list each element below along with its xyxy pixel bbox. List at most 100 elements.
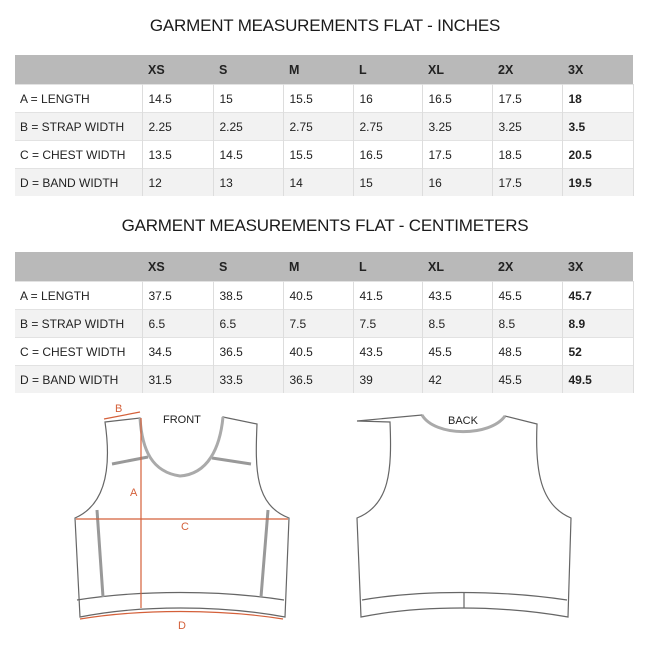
row-label: D = BAND WIDTH bbox=[15, 168, 143, 196]
row-label: D = BAND WIDTH bbox=[15, 365, 143, 393]
measure-label-a: A bbox=[130, 487, 138, 499]
table-cell: 43.5 bbox=[353, 337, 423, 366]
table-cell: 6.5 bbox=[213, 309, 284, 338]
table-cell: 7.5 bbox=[353, 309, 423, 338]
table-header-row: XS S M L XL 2X 3X bbox=[15, 252, 633, 282]
table-cell: 41.5 bbox=[353, 281, 423, 310]
column-header: 3X bbox=[562, 55, 633, 85]
row-label: B = STRAP WIDTH bbox=[15, 309, 143, 338]
column-header: S bbox=[213, 55, 283, 85]
table-cell: 16 bbox=[422, 168, 493, 196]
table-cell: 15 bbox=[353, 168, 423, 196]
table-row: B = STRAP WIDTH 6.5 6.5 7.5 7.5 8.5 8.5 8.9 bbox=[15, 309, 634, 338]
table-cell: 45.7 bbox=[562, 281, 634, 310]
table-cell: 14 bbox=[283, 168, 354, 196]
table-cell: 18 bbox=[562, 84, 634, 113]
inches-title: GARMENT MEASUREMENTS FLAT - INCHES bbox=[149, 16, 501, 35]
column-header: XS bbox=[142, 55, 213, 85]
table-row: A = LENGTH 14.5 15 15.5 16 16.5 17.5 18 bbox=[15, 84, 634, 113]
column-header: L bbox=[353, 55, 422, 85]
table-cell: 16.5 bbox=[422, 84, 493, 113]
table-cell: 37.5 bbox=[142, 281, 214, 310]
table-cell: 48.5 bbox=[492, 337, 563, 366]
table-cell: 19.5 bbox=[562, 168, 634, 196]
row-label: C = CHEST WIDTH bbox=[15, 140, 143, 169]
table-cell: 45.5 bbox=[422, 337, 493, 366]
inches-table: XS S M L XL 2X 3X A = LENGTH 14.5 15 15.5 16 16.5 17.… bbox=[15, 55, 634, 196]
row-label: A = LENGTH bbox=[15, 281, 143, 310]
centimeters-title: GARMENT MEASUREMENTS FLAT - CENTIMETERS bbox=[121, 216, 529, 235]
table-cell: 38.5 bbox=[213, 281, 284, 310]
column-header: 2X bbox=[492, 55, 562, 85]
measure-label-b: B bbox=[115, 403, 122, 415]
front-measurements bbox=[76, 411, 288, 620]
table-cell: 2.25 bbox=[142, 112, 214, 141]
table-cell: 40.5 bbox=[283, 281, 354, 310]
column-header bbox=[15, 55, 142, 85]
table-cell: 16 bbox=[353, 84, 423, 113]
column-header: XL bbox=[422, 252, 492, 282]
column-header: XS bbox=[142, 252, 213, 282]
measure-label-d: D bbox=[178, 620, 186, 632]
column-header: XL bbox=[422, 55, 492, 85]
table-cell: 16.5 bbox=[353, 140, 423, 169]
column-header: M bbox=[283, 55, 353, 85]
column-header bbox=[15, 252, 142, 282]
table-row: C = CHEST WIDTH 13.5 14.5 15.5 16.5 17.5 18.5 2… bbox=[15, 140, 634, 169]
table-cell: 2.75 bbox=[353, 112, 423, 141]
centimeters-table: XS S M L XL 2X 3X A = LENGTH 37.5 38.5 40.5 41.5 43.… bbox=[15, 252, 634, 393]
table-cell: 2.25 bbox=[213, 112, 284, 141]
back-garment bbox=[356, 414, 572, 618]
table-cell: 34.5 bbox=[142, 337, 214, 366]
column-header: S bbox=[213, 252, 283, 282]
front-garment bbox=[74, 416, 290, 618]
measure-label-c: C bbox=[181, 521, 189, 533]
table-cell: 13 bbox=[213, 168, 284, 196]
table-cell: 3.5 bbox=[562, 112, 634, 141]
table-cell: 52 bbox=[562, 337, 634, 366]
table-cell: 20.5 bbox=[562, 140, 634, 169]
table-cell: 45.5 bbox=[492, 365, 563, 393]
table-cell: 8.5 bbox=[492, 309, 563, 338]
table-row: B = STRAP WIDTH 2.25 2.25 2.75 2.75 3.25 3.25 3… bbox=[15, 112, 634, 141]
back-label: BACK bbox=[448, 415, 479, 427]
table-cell: 49.5 bbox=[562, 365, 634, 393]
table-cell: 33.5 bbox=[213, 365, 284, 393]
table-cell: 8.5 bbox=[422, 309, 493, 338]
table-cell: 13.5 bbox=[142, 140, 214, 169]
table-cell: 31.5 bbox=[142, 365, 214, 393]
table-cell: 17.5 bbox=[492, 84, 563, 113]
table-cell: 15.5 bbox=[283, 140, 354, 169]
column-header: M bbox=[283, 252, 353, 282]
table-row: C = CHEST WIDTH 34.5 36.5 40.5 43.5 45.5 48.5 5… bbox=[15, 337, 634, 366]
table-cell: 7.5 bbox=[283, 309, 354, 338]
table-row: D = BAND WIDTH 31.5 33.5 36.5 39 42 45.5 49.5 bbox=[15, 365, 634, 393]
table-cell: 43.5 bbox=[422, 281, 493, 310]
row-label: A = LENGTH bbox=[15, 84, 143, 113]
table-row: A = LENGTH 37.5 38.5 40.5 41.5 43.5 45.5 45.7 bbox=[15, 281, 634, 310]
table-cell: 14.5 bbox=[142, 84, 214, 113]
table-cell: 3.25 bbox=[492, 112, 563, 141]
table-cell: 3.25 bbox=[422, 112, 493, 141]
table-cell: 17.5 bbox=[422, 140, 493, 169]
table-header-row: XS S M L XL 2X 3X bbox=[15, 55, 633, 85]
row-label: B = STRAP WIDTH bbox=[15, 112, 143, 141]
table-cell: 36.5 bbox=[283, 365, 354, 393]
table-cell: 40.5 bbox=[283, 337, 354, 366]
table-cell: 17.5 bbox=[492, 168, 563, 196]
table-cell: 14.5 bbox=[213, 140, 284, 169]
column-header: 2X bbox=[492, 252, 562, 282]
table-cell: 2.75 bbox=[283, 112, 354, 141]
table-cell: 36.5 bbox=[213, 337, 284, 366]
table-cell: 12 bbox=[142, 168, 214, 196]
table-cell: 15 bbox=[213, 84, 284, 113]
table-cell: 15.5 bbox=[283, 84, 354, 113]
column-header: L bbox=[353, 252, 422, 282]
row-label: C = CHEST WIDTH bbox=[15, 337, 143, 366]
front-label: FRONT bbox=[163, 414, 201, 426]
table-cell: 39 bbox=[353, 365, 423, 393]
table-cell: 45.5 bbox=[492, 281, 563, 310]
table-row: D = BAND WIDTH 12 13 14 15 16 17.5 19.5 bbox=[15, 168, 634, 196]
